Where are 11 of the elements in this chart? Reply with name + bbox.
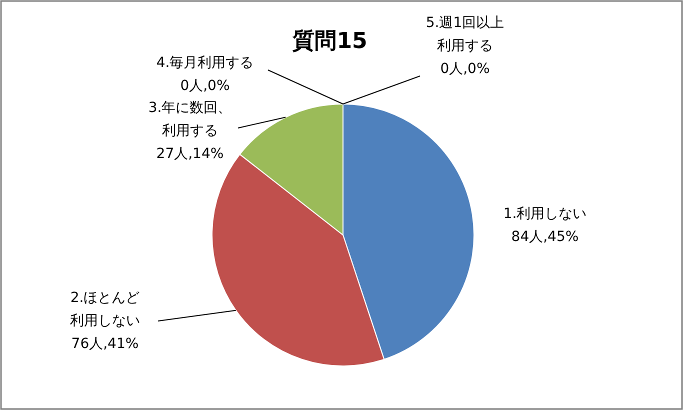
chart-title: 質問15	[292, 28, 368, 54]
text: 0人,0%	[180, 78, 230, 94]
category-label: 5.週1回以上利用する	[426, 15, 504, 54]
slice-label: 3.年に数回、利用する	[148, 100, 232, 139]
slice-label: 2.ほとんど利用しない	[70, 290, 140, 329]
data-label: 76人,41%	[71, 336, 139, 352]
slice-label: 1.利用しない	[503, 206, 587, 222]
text: 0人,0%	[440, 61, 490, 77]
data-label: 27人,14%	[156, 146, 224, 162]
data-label: 84人,45%	[511, 229, 579, 245]
category-label: 4.毎月利用する	[156, 55, 254, 71]
